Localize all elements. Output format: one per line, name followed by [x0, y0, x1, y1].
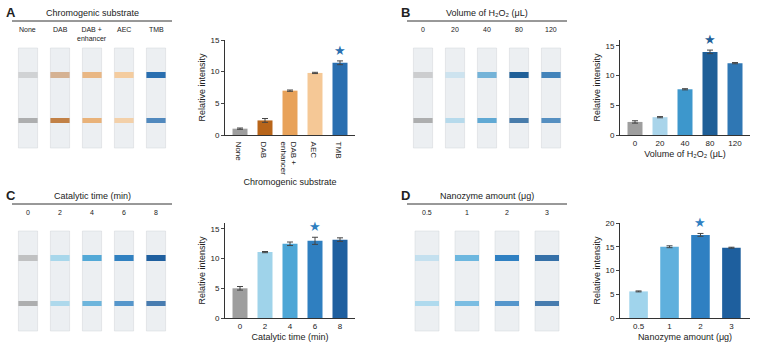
svg-text:Catalytic time (min): Catalytic time (min) [54, 191, 131, 201]
svg-text:120: 120 [728, 139, 742, 148]
svg-text:Chromogenic substrate: Chromogenic substrate [46, 8, 139, 18]
svg-text:DAB: DAB [259, 142, 268, 158]
svg-text:5: 5 [215, 284, 220, 293]
svg-text:5: 5 [215, 99, 220, 108]
svg-text:80: 80 [515, 26, 523, 33]
svg-text:AEC: AEC [117, 26, 131, 33]
svg-text:A: A [6, 5, 16, 20]
svg-text:DAB +enhancer: DAB +enhancer [77, 26, 107, 42]
svg-text:None: None [234, 142, 243, 162]
svg-text:40: 40 [681, 139, 690, 148]
svg-text:0.5: 0.5 [422, 209, 432, 216]
svg-text:DAB: DAB [53, 26, 68, 33]
svg-text:Relative intensity: Relative intensity [197, 236, 207, 305]
svg-text:Nanozyme amount (μg): Nanozyme amount (μg) [638, 332, 732, 342]
svg-text:15: 15 [210, 36, 219, 45]
svg-text:Nanozyme amount (μg): Nanozyme amount (μg) [440, 191, 534, 201]
svg-text:0: 0 [633, 139, 638, 148]
svg-text:★: ★ [704, 32, 716, 47]
svg-text:2: 2 [58, 209, 62, 216]
svg-text:0: 0 [215, 314, 220, 323]
svg-text:Relative intensity: Relative intensity [592, 53, 602, 122]
svg-text:0: 0 [238, 322, 243, 331]
svg-text:10: 10 [605, 266, 614, 275]
svg-text:0: 0 [215, 131, 220, 140]
svg-text:10: 10 [210, 67, 219, 76]
svg-text:20: 20 [451, 26, 459, 33]
svg-text:TMB: TMB [149, 26, 164, 33]
svg-text:★: ★ [309, 219, 321, 234]
svg-text:3: 3 [729, 322, 734, 331]
svg-text:AEC: AEC [309, 142, 318, 159]
svg-text:TMB: TMB [334, 142, 343, 159]
svg-text:2: 2 [505, 209, 509, 216]
svg-text:2: 2 [263, 322, 268, 331]
svg-text:5: 5 [610, 101, 615, 110]
svg-text:Chromogenic substrate: Chromogenic substrate [243, 177, 336, 187]
svg-text:15: 15 [605, 42, 614, 51]
svg-text:20: 20 [605, 219, 614, 228]
svg-text:0.5: 0.5 [633, 322, 645, 331]
svg-text:★: ★ [334, 43, 346, 58]
svg-text:5: 5 [610, 290, 615, 299]
svg-text:6: 6 [313, 322, 318, 331]
svg-text:10: 10 [605, 71, 614, 80]
svg-text:8: 8 [154, 209, 158, 216]
svg-text:DAB +enhancer: DAB +enhancer [279, 142, 298, 176]
svg-text:B: B [401, 5, 410, 20]
svg-text:Relative intensity: Relative intensity [197, 53, 207, 122]
svg-text:D: D [401, 188, 410, 203]
svg-text:10: 10 [210, 254, 219, 263]
svg-text:8: 8 [338, 322, 343, 331]
svg-text:3: 3 [545, 209, 549, 216]
svg-text:0: 0 [610, 314, 615, 323]
svg-text:1: 1 [465, 209, 469, 216]
svg-text:6: 6 [122, 209, 126, 216]
svg-text:0: 0 [26, 209, 30, 216]
svg-text:15: 15 [605, 243, 614, 252]
svg-text:None: None [19, 26, 36, 33]
svg-text:4: 4 [288, 322, 293, 331]
svg-text:0: 0 [610, 131, 615, 140]
svg-text:Relative intensity: Relative intensity [592, 236, 602, 305]
svg-text:Catalytic time (min): Catalytic time (min) [251, 332, 328, 342]
svg-text:15: 15 [210, 225, 219, 234]
svg-text:Volume of H₂O₂ (μL): Volume of H₂O₂ (μL) [446, 8, 528, 18]
svg-text:4: 4 [90, 209, 94, 216]
svg-text:★: ★ [694, 215, 706, 230]
svg-text:80: 80 [706, 139, 715, 148]
svg-text:1: 1 [667, 322, 672, 331]
svg-text:20: 20 [656, 139, 665, 148]
svg-text:Volume of H₂O₂ (μL): Volume of H₂O₂ (μL) [644, 149, 726, 159]
svg-text:120: 120 [545, 26, 557, 33]
svg-text:40: 40 [483, 26, 491, 33]
svg-text:2: 2 [698, 322, 703, 331]
svg-text:0: 0 [421, 26, 425, 33]
svg-text:C: C [6, 188, 16, 203]
